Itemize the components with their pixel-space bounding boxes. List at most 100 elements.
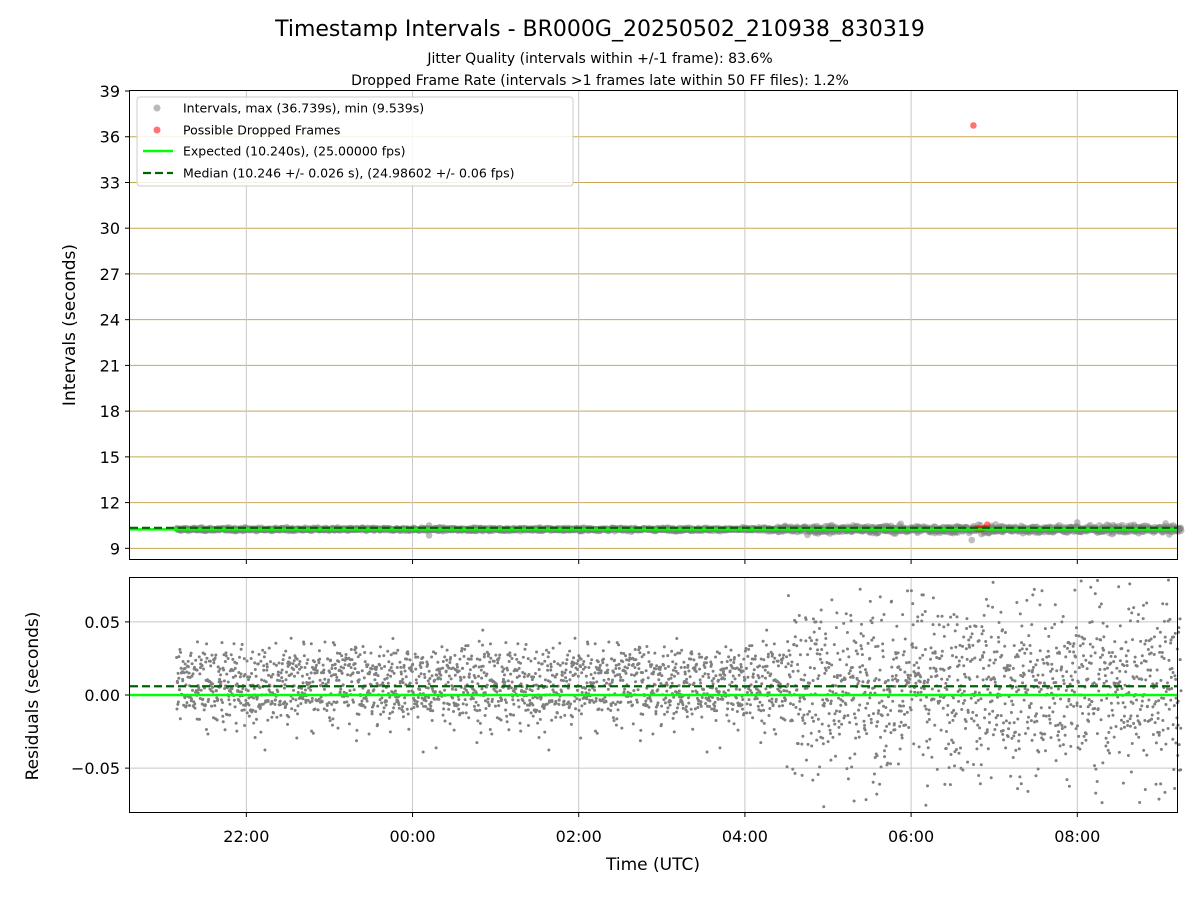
residual-point [245, 659, 249, 663]
residual-point [1017, 739, 1021, 743]
residual-point [865, 732, 869, 736]
residual-point [237, 655, 241, 659]
residual-point [692, 658, 696, 662]
residual-point [784, 665, 788, 669]
residual-point [568, 649, 572, 653]
residual-point [300, 686, 304, 690]
residual-point [974, 713, 978, 717]
residual-point [670, 681, 674, 685]
residual-point [888, 762, 892, 766]
residual-point [916, 691, 920, 695]
residual-point [749, 662, 753, 666]
residual-point [543, 678, 547, 682]
residual-point [923, 647, 927, 651]
residual-point [913, 690, 917, 694]
residual-point [787, 649, 791, 653]
residual-point [827, 712, 831, 716]
residual-point [321, 681, 325, 685]
residual-point [1011, 703, 1015, 707]
residual-point [480, 687, 484, 691]
residual-point [183, 666, 187, 670]
residual-point [831, 735, 835, 739]
residual-point [838, 674, 842, 678]
residual-point [969, 635, 973, 639]
residual-point [1020, 647, 1024, 651]
residual-point [810, 744, 814, 748]
residual-point [711, 682, 715, 686]
residual-point [610, 678, 614, 682]
residual-point [594, 699, 598, 703]
residual-point [796, 663, 800, 667]
residual-point [452, 709, 456, 713]
residual-point [893, 677, 897, 681]
residual-point [558, 663, 562, 667]
residual-point [574, 707, 578, 711]
residual-point [176, 671, 180, 675]
residual-point [841, 690, 845, 694]
residual-point [285, 702, 289, 706]
residual-point [985, 728, 989, 732]
residual-point [505, 720, 509, 724]
residual-point [950, 738, 954, 742]
residual-point [230, 687, 234, 691]
residual-point [957, 663, 961, 667]
residual-point [917, 745, 921, 749]
residual-point [1023, 687, 1027, 691]
residual-point [800, 742, 804, 746]
residual-point [856, 652, 860, 656]
residual-point [448, 660, 452, 664]
residual-point [995, 650, 999, 654]
residual-point [238, 675, 242, 679]
residual-point [572, 661, 576, 665]
residual-point [705, 656, 709, 660]
residual-point [310, 696, 314, 700]
residual-point [1020, 624, 1024, 628]
residual-point [829, 702, 833, 706]
residual-point [402, 663, 406, 667]
residual-point [685, 681, 689, 685]
residual-point [946, 713, 950, 717]
residual-point [674, 710, 678, 714]
residual-point [357, 678, 361, 682]
residual-point [415, 704, 419, 708]
residual-point [531, 703, 535, 707]
residual-point [991, 580, 995, 584]
residual-point [523, 690, 527, 694]
residual-point [618, 673, 622, 677]
residual-point [926, 746, 930, 750]
residual-point [374, 671, 378, 675]
residual-point [872, 772, 876, 776]
residual-point [845, 767, 849, 771]
residual-point [641, 671, 645, 675]
residual-point [526, 708, 530, 712]
residual-point [655, 664, 659, 668]
residual-point [816, 772, 820, 776]
residual-point [602, 678, 606, 682]
residual-point [621, 678, 625, 682]
residual-point [296, 704, 300, 708]
residual-point [628, 652, 632, 656]
residual-point [429, 704, 433, 708]
residual-point [683, 672, 687, 676]
residual-point [557, 702, 561, 706]
residual-point [884, 706, 888, 710]
residual-point [892, 722, 896, 726]
residual-point [1018, 649, 1022, 653]
residual-point [642, 653, 646, 657]
residual-point [477, 665, 481, 669]
residual-point [638, 651, 642, 655]
residual-point [795, 688, 799, 692]
residual-point [212, 661, 216, 665]
residual-point [1014, 685, 1018, 689]
residual-point [621, 660, 625, 664]
residual-point [229, 653, 233, 657]
residual-point [816, 677, 820, 681]
residual-point [705, 750, 709, 754]
residual-point [790, 660, 794, 664]
residual-point [441, 713, 445, 717]
residual-point [989, 635, 993, 639]
residual-point [232, 698, 236, 702]
residual-point [1019, 782, 1023, 786]
residual-point [199, 688, 203, 692]
residual-point [876, 720, 880, 724]
